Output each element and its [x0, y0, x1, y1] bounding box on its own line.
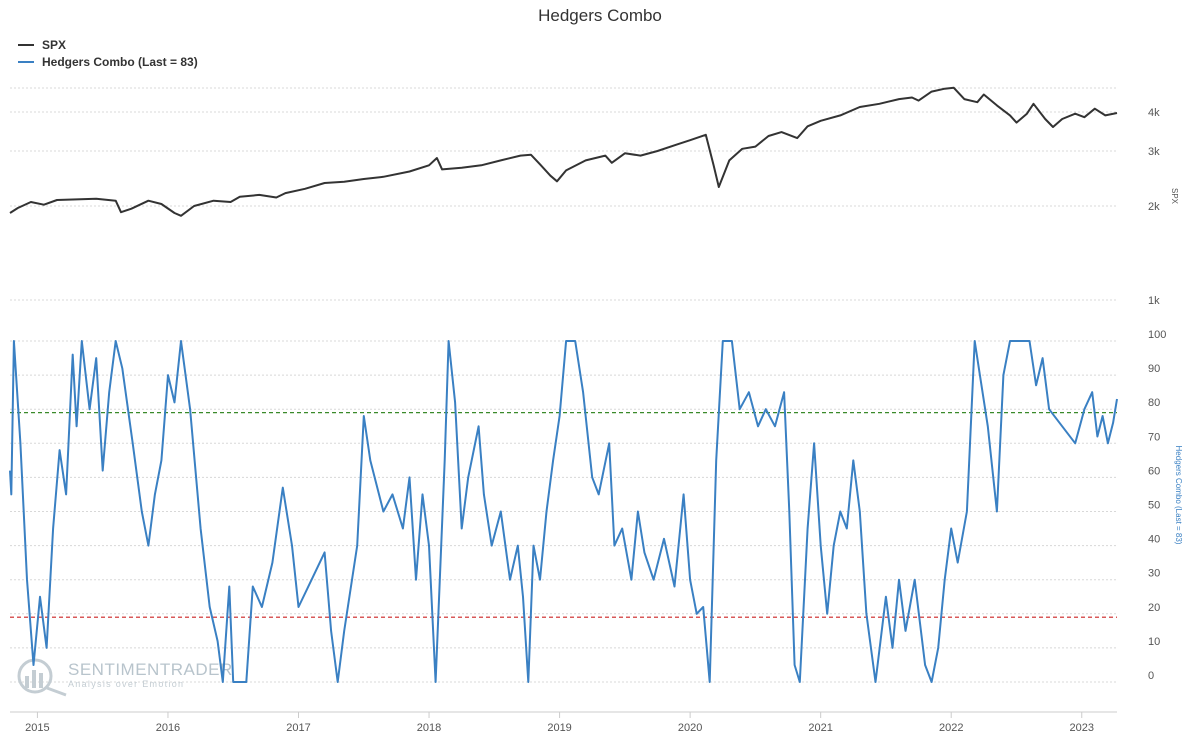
- y-tick-hedgers-60: 60: [1148, 465, 1160, 477]
- legend-swatch-spx: [18, 43, 34, 46]
- legend-label-spx: SPX: [42, 37, 67, 52]
- legend-item-spx[interactable]: SPX: [18, 36, 198, 53]
- x-tick-2015: 2015: [25, 722, 49, 734]
- x-tick-2016: 2016: [156, 722, 180, 734]
- y-axis-label-hedgers: Hedgers Combo (Last = 83): [1174, 446, 1183, 545]
- legend-swatch-hedgers: [18, 60, 34, 63]
- watermark-logo-icon: [17, 658, 67, 697]
- y-tick-hedgers-0: 0: [1148, 670, 1154, 682]
- x-tick-2023: 2023: [1070, 722, 1094, 734]
- legend: SPX Hedgers Combo (Last = 83): [18, 36, 198, 70]
- y-tick-spx-1k: 1k: [1148, 295, 1160, 307]
- y-tick-hedgers-70: 70: [1148, 431, 1160, 443]
- x-tick-2021: 2021: [808, 722, 832, 734]
- x-tick-2020: 2020: [678, 722, 702, 734]
- chart-title: Hedgers Combo: [538, 6, 662, 25]
- watermark-tagline: Analysis over Emotion: [68, 679, 184, 689]
- y-tick-spx-2k: 2k: [1148, 201, 1160, 213]
- grid: [10, 87, 1117, 683]
- legend-label-hedgers: Hedgers Combo (Last = 83): [42, 54, 198, 69]
- y-tick-hedgers-100: 100: [1148, 329, 1166, 341]
- y-axis-label-spx: SPX: [1170, 188, 1179, 205]
- x-tick-2017: 2017: [286, 722, 310, 734]
- watermark: SENTIMENTRADER Analysis over Emotion: [17, 658, 233, 697]
- y-tick-hedgers-30: 30: [1148, 568, 1160, 580]
- x-tick-2019: 2019: [547, 722, 571, 734]
- x-tick-2022: 2022: [939, 722, 963, 734]
- y-tick-hedgers-20: 20: [1148, 602, 1160, 614]
- y-tick-hedgers-10: 10: [1148, 636, 1160, 648]
- thresholds: [10, 412, 1117, 618]
- x-tick-2018: 2018: [417, 722, 441, 734]
- y-tick-spx-3k: 3k: [1148, 146, 1160, 158]
- axes: 1k 2k 3k 4k SPX 0 10 20 30 40 50 60 70 80 90 100 Hedgers…: [10, 107, 1183, 734]
- y-tick-hedgers-40: 40: [1148, 534, 1160, 546]
- series-line-hedgers: [9, 340, 1118, 683]
- series: [9, 86, 1118, 683]
- y-tick-hedgers-50: 50: [1148, 500, 1160, 512]
- y-tick-spx-4k: 4k: [1148, 107, 1160, 119]
- watermark-brand: SENTIMENTRADER: [68, 660, 233, 679]
- series-line-spx: [9, 86, 1118, 217]
- legend-item-hedgers[interactable]: Hedgers Combo (Last = 83): [18, 53, 198, 70]
- y-tick-hedgers-80: 80: [1148, 397, 1160, 409]
- y-tick-hedgers-90: 90: [1148, 363, 1160, 375]
